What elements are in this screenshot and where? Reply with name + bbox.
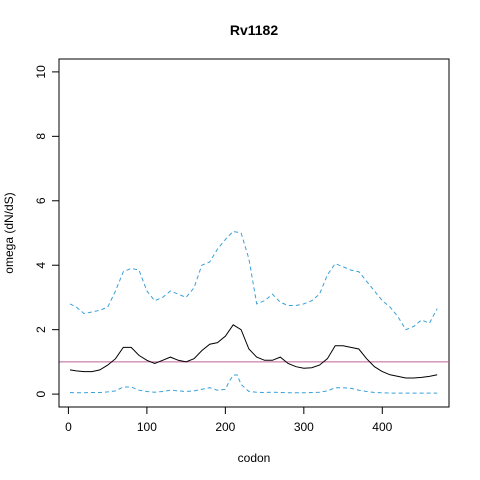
- series-line-3: [69, 374, 438, 394]
- y-tick-label: 2: [34, 326, 48, 333]
- x-tick-label: 100: [137, 420, 157, 434]
- x-tick-label: 200: [215, 420, 235, 434]
- chart-title: Rv1182: [230, 22, 278, 38]
- y-tick-label: 4: [34, 262, 48, 269]
- y-axis: 0 2 4 6 8 10: [34, 65, 60, 397]
- x-axis-label: codon: [238, 451, 271, 465]
- y-tick-label: 10: [34, 65, 48, 79]
- x-tick-label: 300: [294, 420, 314, 434]
- y-axis-label: omega (dN/dS): [2, 192, 16, 273]
- series-line-2: [69, 324, 438, 379]
- x-tick-label: 400: [372, 420, 392, 434]
- y-tick-label: 8: [34, 133, 48, 140]
- y-tick-label: 6: [34, 197, 48, 204]
- y-tick-label: 0: [34, 390, 48, 397]
- series-line-1: [69, 230, 438, 331]
- x-tick-label: 0: [65, 420, 72, 434]
- series-group: [69, 230, 438, 394]
- x-axis: 0 100 200 300 400: [65, 406, 393, 434]
